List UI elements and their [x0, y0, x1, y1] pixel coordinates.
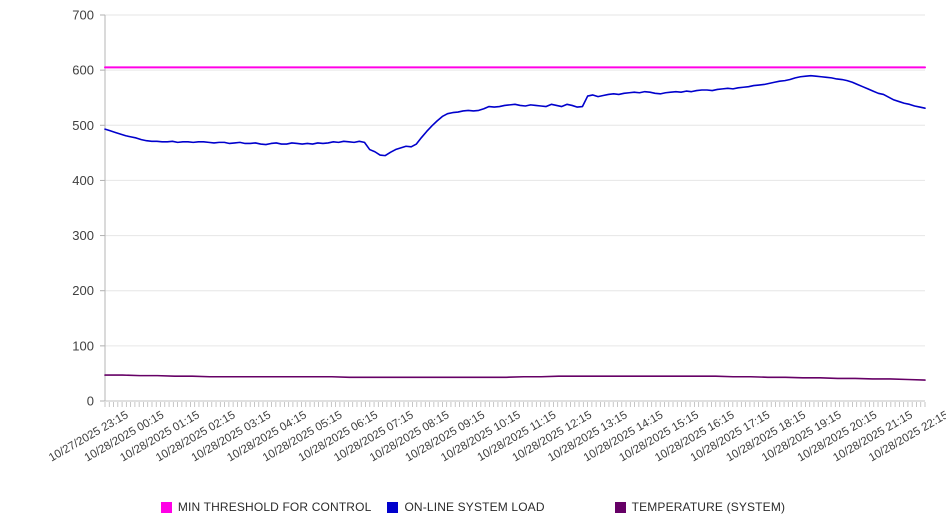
- legend-swatch-min-threshold: [160, 501, 172, 513]
- chart-plot-area: 0 100 200 300 400 500 600 700 10/27/2025 23:151…: [47, 8, 946, 465]
- y-axis-tick-label: 100: [72, 338, 94, 353]
- legend-item-min-threshold[interactable]: MIN THRESHOLD FOR CONTROL: [160, 500, 372, 514]
- y-axis-tick-label: 700: [72, 8, 94, 23]
- x-axis: [104, 15, 925, 402]
- y-axis-tick-label: 400: [72, 173, 94, 188]
- chart-legend: MIN THRESHOLD FOR CONTROL ON-LINE SYSTEM…: [0, 496, 946, 518]
- legend-swatch-online-system-load: [387, 501, 399, 513]
- legend-item-online-system-load[interactable]: ON-LINE SYSTEM LOAD: [387, 500, 545, 514]
- legend-swatch-temperature-system: [614, 501, 626, 513]
- legend-label-online-system-load: ON-LINE SYSTEM LOAD: [404, 500, 545, 514]
- series-line-2: [104, 374, 926, 381]
- x-axis-minor-ticks: [104, 402, 926, 407]
- data-series-lines: [104, 66, 926, 381]
- y-axis-labels: 0 100 200 300 400 500 600 700: [72, 8, 94, 409]
- y-axis-tick-label: 500: [72, 118, 94, 133]
- y-axis-tick-label: 600: [72, 63, 94, 78]
- legend-label-min-threshold: MIN THRESHOLD FOR CONTROL: [177, 500, 372, 514]
- series-line-1: [104, 74, 926, 157]
- y-axis-ticks: [100, 14, 105, 402]
- gridlines: [105, 14, 925, 347]
- y-axis-tick-label: 0: [87, 394, 94, 409]
- legend-label-temperature-system: TEMPERATURE (SYSTEM): [631, 500, 786, 514]
- y-axis-tick-label: 200: [72, 283, 94, 298]
- legend-item-temperature-system[interactable]: TEMPERATURE (SYSTEM): [614, 500, 786, 514]
- y-axis-tick-label: 300: [72, 228, 94, 243]
